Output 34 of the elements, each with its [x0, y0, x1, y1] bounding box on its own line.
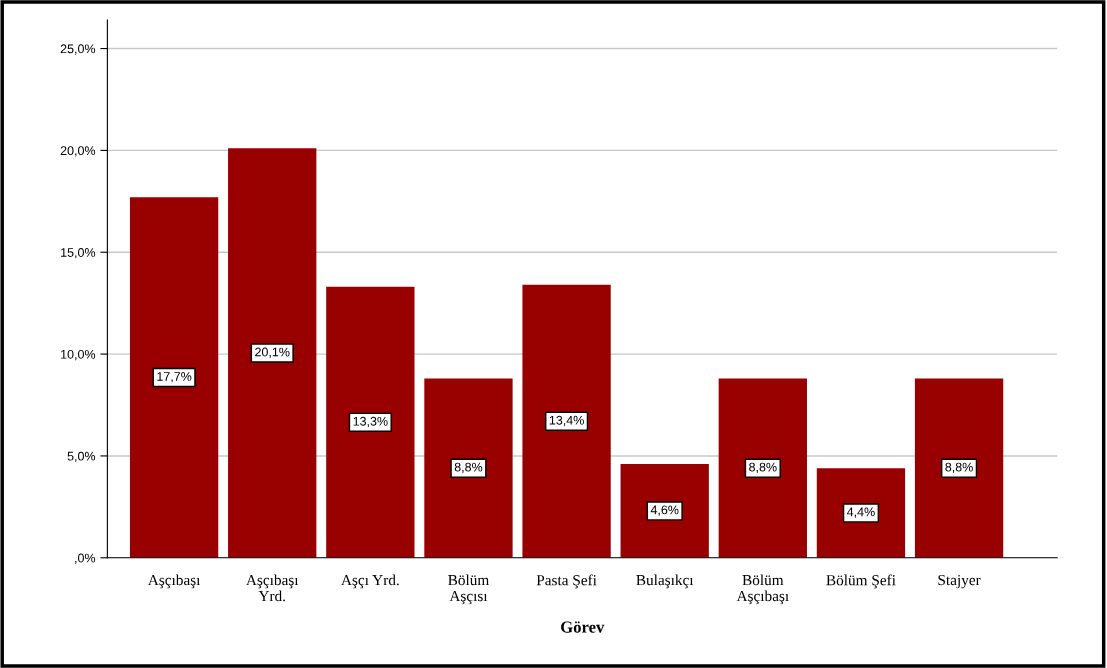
x-tick-label: Aşçıbaşı	[147, 574, 201, 589]
x-tick-label: Aşçıbaşı Yrd.	[246, 574, 299, 602]
x-tick-label: Bölüm Şefi	[826, 574, 896, 589]
bar	[326, 286, 415, 558]
data-label: 13,4%	[549, 415, 584, 427]
data-label: 4,6%	[650, 505, 679, 516]
x-axis-title: Görev	[561, 621, 605, 633]
bar	[718, 378, 807, 558]
x-tick-label: Aşçı Yrd.	[341, 574, 399, 589]
y-tick-label: ,0%	[75, 553, 96, 564]
y-tick-label: 10,0%	[61, 349, 96, 361]
data-label: 13,3%	[353, 416, 388, 428]
bar	[522, 284, 611, 558]
x-tick-label: Bölüm Aşçısı	[448, 574, 490, 605]
x-tick-label: Pasta Şefi	[536, 574, 597, 589]
bar	[620, 464, 709, 558]
data-label: 8,8%	[749, 462, 777, 473]
data-label: 17,7%	[157, 372, 192, 383]
bar	[228, 148, 317, 558]
bar	[424, 378, 513, 558]
bar	[129, 197, 219, 558]
y-tick-label: 25,0%	[60, 44, 96, 55]
data-label: 4,4%	[846, 507, 875, 518]
bar	[816, 468, 906, 558]
y-tick-label: 20,0%	[60, 146, 96, 157]
data-label: 8,8%	[945, 462, 973, 473]
x-tick-label: Bölüm Aşçıbaşı	[736, 574, 789, 605]
data-label: 8,8%	[454, 462, 483, 473]
x-tick-label: Stajyer	[938, 574, 981, 589]
y-tick-label: 5,0%	[67, 451, 96, 463]
bar	[914, 378, 1004, 558]
y-tick-label: 15,0%	[61, 248, 96, 259]
data-label: 20,1%	[255, 347, 290, 358]
x-tick-label: Bulaşıkçı	[636, 574, 694, 589]
